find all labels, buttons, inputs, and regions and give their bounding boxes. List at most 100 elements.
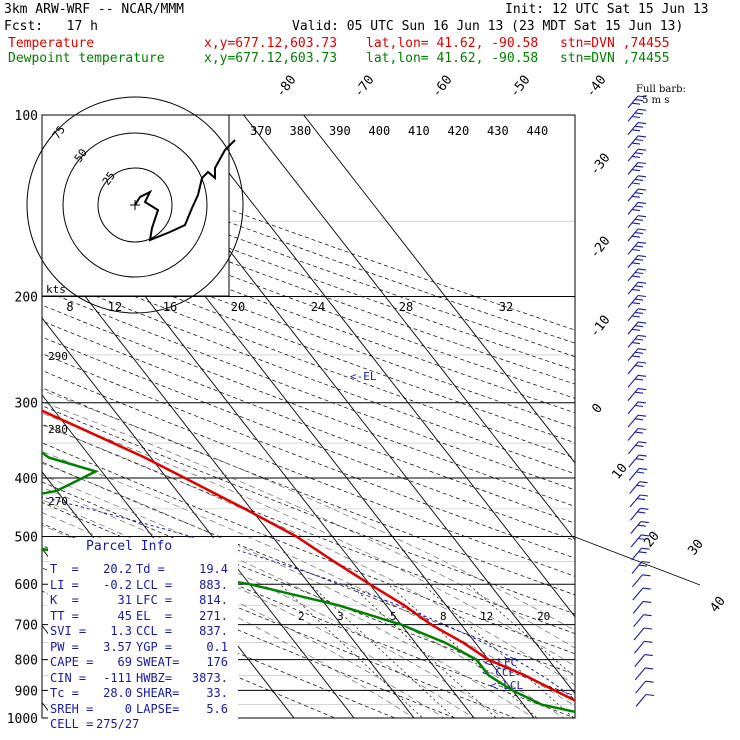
wind-barb <box>627 148 647 162</box>
parcel-value: 0 <box>124 701 132 716</box>
hodograph-speed-label: 75 <box>50 123 68 141</box>
mixing-ratio-label: 8 <box>440 610 447 623</box>
mixing-ratio-line <box>468 583 575 678</box>
mixing-ratio-line <box>309 583 455 718</box>
moist-adiabat <box>42 424 575 686</box>
parcel-value: 69 <box>117 655 132 669</box>
parcel-value: 1.3 <box>110 624 132 638</box>
parcel-value: 3873. <box>191 670 228 685</box>
parcel-row: LI = -0.2 LCL = 883. <box>50 578 228 594</box>
inset-axis-label: 24 <box>311 300 325 314</box>
parcel-value: 20.2 <box>103 562 132 576</box>
dry-adiabat <box>42 289 575 491</box>
moist-adiabat <box>42 499 475 718</box>
wind-barb <box>627 188 647 202</box>
wind-barb <box>627 441 647 455</box>
hodograph-speed-label: 25 <box>100 169 118 187</box>
wind-barb <box>627 361 647 375</box>
dry-adiabat-label: 290 <box>48 350 68 363</box>
theta-e-label: 440 <box>527 124 549 138</box>
mixing-ratio-label: 3 <box>337 610 344 623</box>
wind-barb <box>630 534 650 548</box>
inset-axis-label: 8 <box>66 300 73 314</box>
wind-barb <box>627 215 647 229</box>
wind-barb <box>633 614 652 628</box>
parcel-value: 19.4 <box>199 562 228 576</box>
moist-adiabat <box>42 451 575 707</box>
parcel-key: CIN = <box>50 670 87 685</box>
theta-e-label: 370 <box>250 124 272 138</box>
dewpoint-legend-station: stn=DVN ,74455 <box>560 51 670 66</box>
parcel-value: 3.57 <box>103 639 132 654</box>
parcel-value: 837. <box>199 624 228 638</box>
temperature-legend-latlon: lat,lon= 41.62, -90.58 <box>366 36 539 51</box>
wind-barb <box>629 481 648 495</box>
parcel-trace <box>42 496 575 701</box>
frame-ext <box>574 536 701 586</box>
wind-barb <box>627 122 647 135</box>
temperature-legend-label: Temperature <box>8 36 95 51</box>
isotherm-label: 0 <box>589 401 606 416</box>
parcel-key: LCL = <box>136 577 173 592</box>
parcel-key: CCL = <box>136 624 173 638</box>
moist-adiabat <box>42 401 575 649</box>
parcel-row: PW = 3.57 YGP = 0.1 <box>50 640 228 656</box>
parcel-key: SHEAR= <box>136 686 180 700</box>
wind-barb <box>627 228 647 242</box>
wind-barb <box>629 494 649 508</box>
temperature-legend-xy: x,y=677.12,603.73 <box>204 36 338 51</box>
level-annotation: <-LFC <box>484 656 517 669</box>
parcel-value: 275/27 <box>96 717 140 731</box>
dewpoint-legend-label: Dewpoint temperature <box>8 51 165 66</box>
parcel-row: T = 20.2 Td = 19.4 <box>50 562 228 578</box>
wind-barb <box>627 414 647 428</box>
parcel-value: 31 <box>117 593 132 607</box>
dewpoint-legend-latlon: lat,lon= 41.62, -90.58 <box>366 51 539 66</box>
model-title: 3km ARW-WRF -- NCAR/MMM <box>4 2 185 17</box>
theta-e-label: 390 <box>329 124 351 138</box>
init-time: Init: 12 UTC Sat 15 Jun 13 <box>505 2 709 17</box>
parcel-key: Tc = <box>50 686 79 700</box>
isotherm <box>42 317 355 718</box>
parcel-key: YGP = <box>136 639 173 654</box>
theta-e-label: 430 <box>487 124 509 138</box>
parcel-value: -0.2 <box>103 577 132 592</box>
isotherm-label: 40 <box>707 594 728 616</box>
dry-adiabat <box>42 461 575 675</box>
wind-barb <box>627 95 647 109</box>
parcel-info-panel: Parcel Info T = 20.2 Td = 19.4 LI = -0.2 LCL =… <box>48 538 238 732</box>
parcel-key: T = <box>50 562 79 576</box>
dry-adiabat <box>42 567 397 718</box>
parcel-info-title: Parcel Info <box>86 539 173 554</box>
theta-e-label: 410 <box>408 124 430 138</box>
pressure-tick-label: 200 <box>15 291 38 306</box>
wind-barb <box>627 388 647 401</box>
parcel-key: Td = <box>136 562 165 576</box>
dry-adiabat-label: 280 <box>48 423 68 436</box>
wind-barb <box>627 294 647 308</box>
dry-adiabat <box>42 442 575 655</box>
inset-axis-label: 32 <box>499 300 513 314</box>
isotherm-label: -60 <box>429 73 455 101</box>
wind-barb <box>627 201 647 215</box>
mixing-ratio-line <box>422 583 575 718</box>
series-temperature <box>42 409 575 702</box>
parcel-key: SVI = <box>50 624 87 638</box>
isotherm-label: -80 <box>273 73 299 101</box>
parcel-key: TT = <box>50 608 79 623</box>
pressure-tick-label: 400 <box>15 472 38 487</box>
parcel-value: 814. <box>199 593 228 607</box>
wind-barb <box>628 467 648 481</box>
hodograph-speed-label: 50 <box>72 146 90 164</box>
parcel-row: TT = 45 EL = 271. <box>50 609 228 625</box>
isotherm-label: -10 <box>587 313 613 341</box>
series-dewpoint-temperature <box>42 451 575 714</box>
parcel-value: 5.6 <box>206 701 228 716</box>
theta-e-label: 380 <box>290 124 312 138</box>
moist-adiabat <box>42 390 575 631</box>
parcel-value: -111 <box>103 670 132 685</box>
parcel-key: CELL = <box>50 717 94 731</box>
wind-barb <box>634 654 653 667</box>
barb-legend-title: Full barb: <box>636 84 686 95</box>
